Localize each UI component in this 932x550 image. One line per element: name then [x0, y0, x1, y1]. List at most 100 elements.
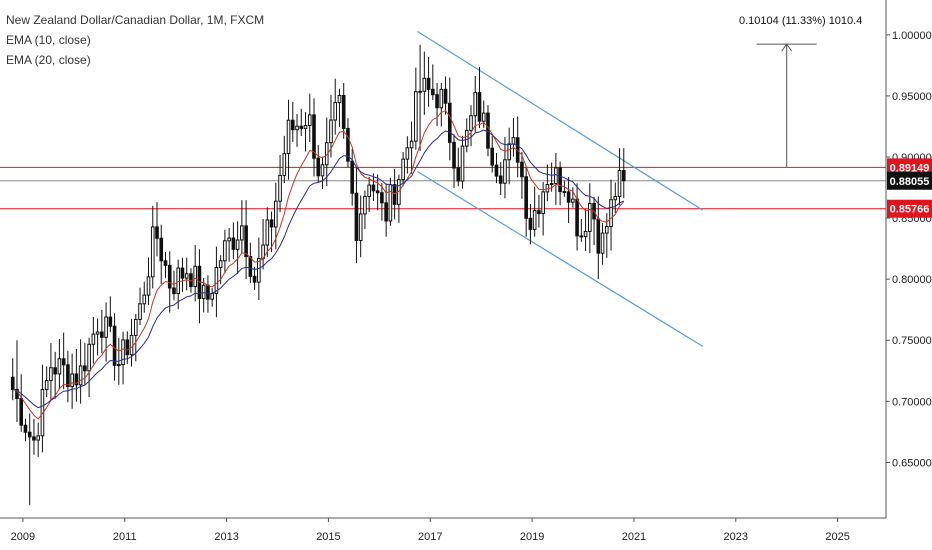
candle-body [23, 424, 28, 433]
y-tick-label: 0.65000 [892, 457, 932, 469]
candle-body [150, 226, 155, 278]
candle-body [248, 256, 253, 277]
x-tick-label: 2013 [214, 531, 238, 543]
x-tick-label: 2015 [316, 531, 340, 543]
candle-body [320, 164, 325, 177]
candle-body [91, 333, 96, 345]
candle-body [571, 198, 575, 203]
candle-body [477, 92, 482, 122]
candle-body [214, 266, 219, 295]
candle-body [367, 184, 371, 197]
candle-body [392, 184, 397, 205]
candle-body [104, 316, 108, 338]
price-badge [887, 199, 932, 218]
ema20-legend[interactable]: EMA (20, close) [6, 53, 91, 67]
candle-body [74, 373, 79, 386]
trend-channel [417, 31, 704, 347]
candle-body [473, 92, 478, 117]
x-tick-label: 2009 [11, 531, 35, 543]
candle-body [426, 77, 431, 90]
candle-body [431, 88, 435, 96]
candle-body [452, 141, 456, 169]
candle-body [341, 95, 346, 129]
candle-body [532, 210, 537, 230]
candle-body [380, 192, 384, 204]
candle-body [418, 90, 422, 93]
candle-body [112, 325, 117, 366]
candle-body [481, 112, 486, 122]
candle-body [579, 235, 584, 238]
candle-body [613, 195, 618, 201]
candle-body [70, 373, 74, 388]
candle-body [176, 267, 181, 295]
candle-body [257, 257, 261, 283]
candle-body [40, 389, 45, 437]
candle-body [218, 260, 223, 268]
candle-body [27, 431, 32, 438]
candle-body [15, 388, 19, 399]
candle-body [405, 147, 410, 160]
ema-lines [12, 110, 625, 420]
candle-body [307, 114, 312, 127]
candle-body [100, 331, 104, 338]
candle-body [456, 167, 461, 182]
ema10-legend[interactable]: EMA (10, close) [6, 33, 91, 47]
candle-body [511, 137, 516, 145]
candle-body [566, 191, 571, 203]
candle-body [10, 376, 15, 390]
price-badges: 0.89149 0.88055 0.85766 [887, 158, 932, 218]
candle-body [562, 191, 567, 194]
candle-body [588, 203, 592, 232]
candle-body [528, 217, 533, 230]
candle-body [167, 264, 172, 289]
candle-body [265, 219, 270, 246]
x-tick-label: 2017 [418, 531, 442, 543]
candle-body [206, 284, 210, 300]
candle-body [498, 175, 503, 184]
candle-body [121, 339, 125, 366]
candle-body [53, 367, 57, 375]
candle-body [541, 191, 545, 214]
candle-body [409, 140, 414, 149]
candle-body [244, 225, 248, 258]
candle-body [520, 161, 524, 178]
candle-body [240, 225, 244, 241]
candle-body [19, 397, 24, 426]
candle-body [227, 237, 231, 242]
candle-body [273, 200, 278, 228]
candle-body [464, 129, 469, 147]
candle-body [286, 119, 291, 155]
y-tick-label: 0.70000 [892, 396, 932, 408]
candle-body [66, 364, 70, 388]
candle-body [596, 218, 601, 254]
candle-body [36, 435, 41, 441]
candle-body [354, 192, 359, 241]
candle-body [146, 276, 151, 296]
candle-body [116, 364, 121, 367]
channel-lower-line [417, 171, 704, 347]
candle-body [278, 174, 282, 202]
candle-body [414, 91, 418, 142]
candle-body [252, 275, 257, 283]
candle-body [358, 213, 363, 241]
horizontal-levels [0, 166, 886, 210]
measurement-label: 0.10104 (11.33%) 1010.4 [739, 15, 863, 27]
candle-body [617, 170, 622, 197]
symbol-title[interactable]: New Zealand Dollar/Canadian Dollar, 1M, … [6, 13, 265, 27]
candle-body [184, 273, 189, 279]
x-tick-label: 2021 [622, 531, 646, 543]
candle-body [486, 112, 490, 149]
candle-body [180, 267, 185, 279]
candle-body [621, 170, 626, 182]
candle-body [604, 226, 609, 234]
candle-body [95, 331, 100, 335]
y-tick-label: 1.00000 [892, 30, 932, 42]
candle-body [337, 95, 342, 104]
candle-body [375, 190, 380, 194]
candle-body [388, 184, 393, 222]
candle-body [435, 94, 439, 109]
candle-body [460, 145, 465, 182]
candle-body [422, 77, 427, 92]
x-tick-label: 2019 [520, 531, 544, 543]
